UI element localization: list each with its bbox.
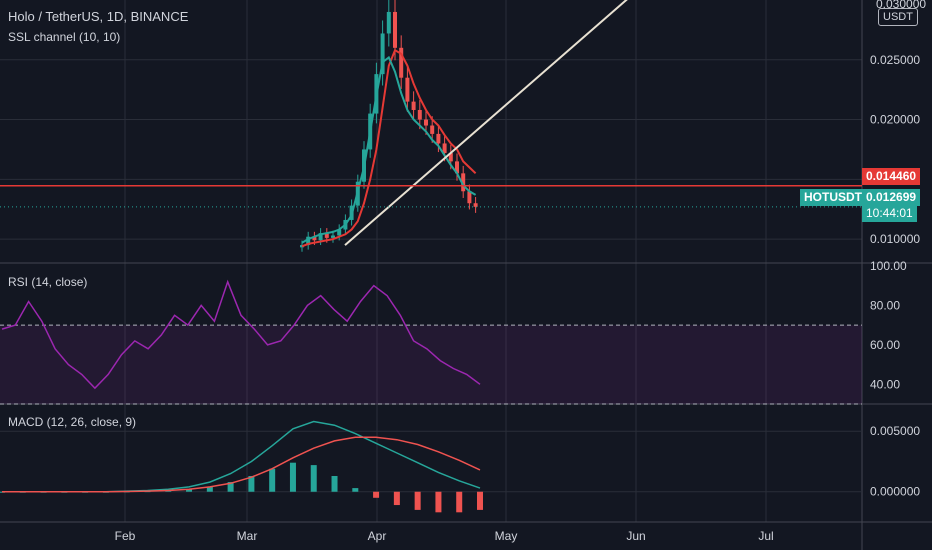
- price-tick-label: 0.020000: [870, 113, 920, 127]
- rsi-line: [1, 279, 481, 390]
- candle-body: [306, 236, 311, 246]
- price-tick-label: 0.025000: [870, 53, 920, 67]
- time-axis-label: Jun: [626, 529, 645, 543]
- macd-histogram-bar: [393, 491, 400, 506]
- rsi-tick-label: 80.00: [870, 298, 900, 312]
- macd-histogram-bar: [435, 491, 442, 513]
- macd-histogram-bar: [248, 476, 255, 492]
- macd-histogram-bar: [477, 491, 483, 510]
- candle-body: [331, 235, 335, 238]
- candle-body: [417, 109, 422, 120]
- symbol-badge: HOTUSDT: [800, 189, 866, 206]
- rsi-tick-label: 60.00: [870, 338, 900, 352]
- chart-title: Holo / TetherUS, 1D, BINANCE: [8, 9, 189, 24]
- last-price-badge: 0.012699: [862, 189, 921, 206]
- candle-body: [430, 125, 435, 134]
- candle-body: [399, 47, 404, 78]
- candle-body: [448, 153, 453, 162]
- macd-line: [2, 420, 481, 493]
- trend-line: [344, 0, 628, 246]
- candle-body: [473, 203, 478, 207]
- macd-histogram-bar: [414, 491, 421, 510]
- level-price-badge: 0.014460: [862, 168, 921, 185]
- macd-histogram-bar: [186, 489, 193, 492]
- rsi-title: RSI (14, close): [8, 275, 88, 289]
- countdown-badge: 10:44:01: [862, 205, 917, 222]
- candle-body: [424, 119, 428, 126]
- ssl-up-line: [301, 55, 477, 244]
- rsi-tick-label: 40.00: [870, 377, 900, 391]
- candle-body: [461, 173, 466, 192]
- candle-body: [393, 11, 397, 48]
- macd-histogram-bar: [269, 468, 276, 492]
- candle-body: [411, 101, 416, 110]
- macd-title: MACD (12, 26, close, 9): [8, 415, 137, 429]
- candle-body: [467, 191, 472, 204]
- macd-histogram-bar: [227, 482, 234, 492]
- candle-body: [337, 229, 342, 236]
- macd-histogram-bar: [206, 486, 213, 492]
- time-axis-label: Jul: [758, 529, 773, 543]
- time-axis-label: Apr: [368, 529, 387, 543]
- ssl-down-line: [301, 48, 477, 248]
- candle-body: [442, 143, 447, 154]
- macd-histogram-bar: [352, 488, 359, 492]
- candle-body: [312, 236, 317, 241]
- macd-histogram-bar: [456, 491, 463, 513]
- candle-body: [324, 233, 329, 238]
- candle-body: [436, 133, 441, 144]
- candle-body: [455, 161, 459, 174]
- candle-body: [386, 11, 391, 34]
- macd-histogram-bar: [289, 462, 296, 492]
- rsi-band: [0, 325, 862, 404]
- time-axis-label: May: [495, 529, 518, 543]
- signal-line: [2, 436, 481, 493]
- macd-tick-label: 0.005000: [870, 424, 920, 438]
- time-axis-label: Mar: [237, 529, 258, 543]
- indicator-label: SSL channel (10, 10): [8, 30, 121, 44]
- price-tick-label: 0.010000: [870, 232, 920, 246]
- candle-body: [380, 33, 385, 75]
- currency-tag[interactable]: USDT: [878, 8, 918, 26]
- macd-tick-label: 0.000000: [870, 485, 920, 499]
- macd-histogram-bar: [331, 476, 338, 492]
- macd-histogram-bar: [373, 491, 380, 498]
- candle-body: [405, 77, 410, 102]
- macd-histogram-bar: [310, 465, 317, 492]
- rsi-tick-label: 100.00: [870, 259, 907, 273]
- time-axis-label: Feb: [115, 529, 136, 543]
- candle-body: [318, 233, 323, 241]
- price-tick-top: 0.030000: [876, 0, 926, 11]
